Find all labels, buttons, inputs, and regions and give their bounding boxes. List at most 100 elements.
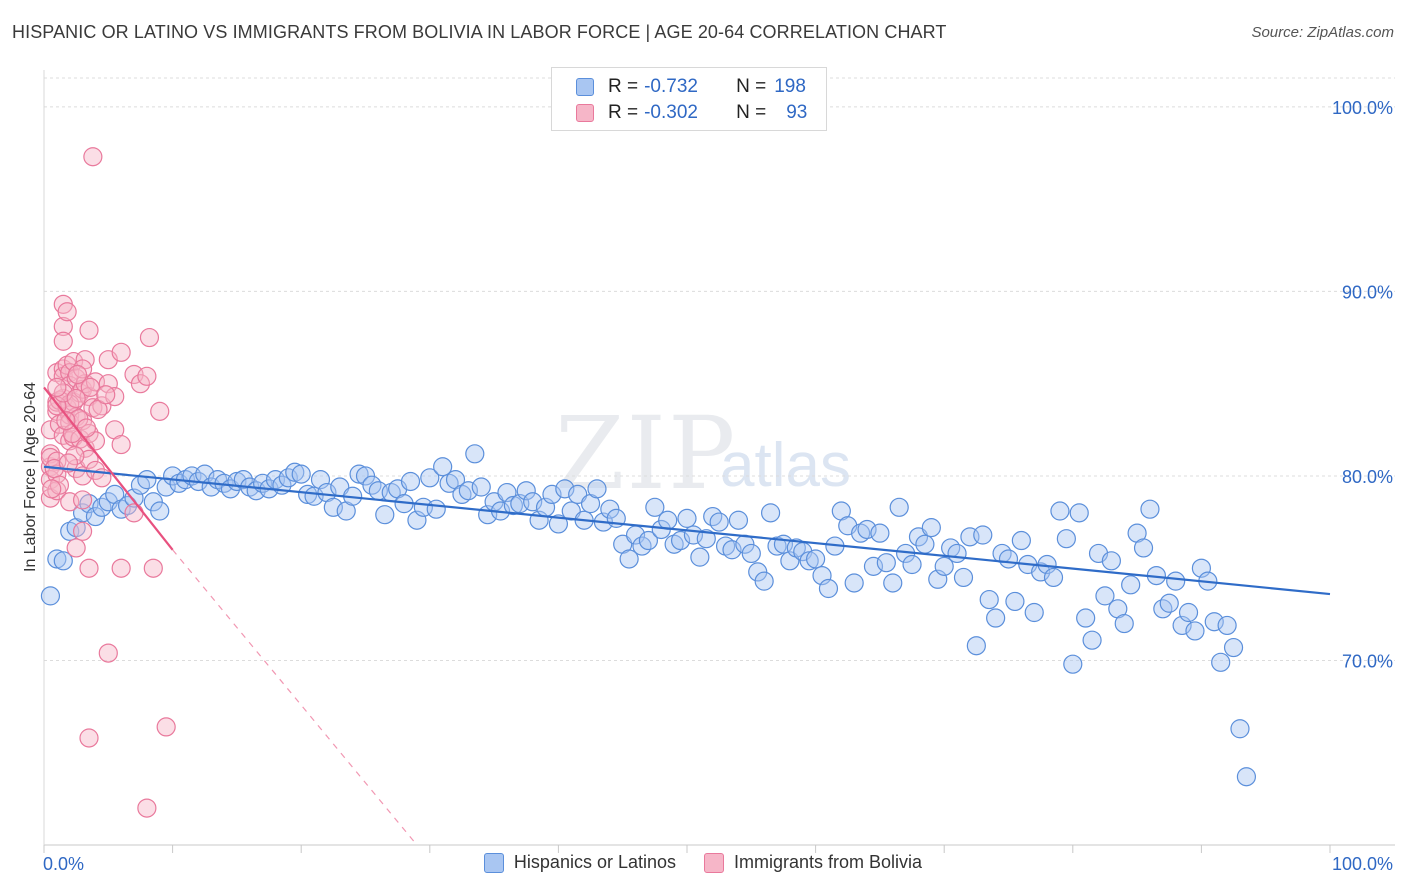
hispanic-point	[1050, 501, 1070, 521]
bolivia-point	[143, 558, 163, 578]
hispanic-point	[137, 470, 157, 490]
bolivia-point	[139, 327, 160, 348]
hispanic-point	[934, 556, 954, 576]
stats-n-label: N =	[736, 102, 767, 123]
hispanic-point	[857, 519, 877, 540]
bolivia-point	[137, 366, 157, 386]
hispanic-point	[285, 462, 305, 482]
y-axis-label: In Labor Force | Age 20-64	[22, 381, 39, 572]
bolivia-point	[130, 374, 151, 394]
legend-swatch-blue	[483, 852, 504, 873]
hispanic-point	[754, 571, 774, 591]
hispanic-point	[1056, 529, 1076, 549]
bolivia-point	[57, 302, 77, 322]
trend-line-dashed	[172, 549, 418, 846]
hispanic-point	[426, 499, 446, 519]
bolivia-point	[56, 410, 76, 431]
hispanic-point	[921, 518, 941, 538]
chart-source: Source: ZipAtlas.com	[1251, 24, 1394, 41]
bolivia-point	[92, 396, 112, 416]
stats-n-value: 198	[774, 76, 806, 97]
hispanic-point	[40, 586, 61, 606]
hispanic-point	[715, 536, 736, 556]
stats-r-label: R =	[608, 102, 639, 123]
hispanic-point	[986, 608, 1006, 628]
bolivia-point	[80, 377, 100, 397]
hispanic-point	[966, 636, 986, 656]
bolivia-point	[124, 503, 144, 523]
hispanic-point	[150, 501, 170, 521]
hispanic-point	[291, 464, 311, 484]
stats-r-value: -0.732	[644, 76, 698, 97]
bolivia-point	[79, 449, 99, 469]
hispanic-point	[1024, 602, 1044, 623]
bolivia-point	[66, 538, 86, 558]
legend-item-hispanic[interactable]: Hispanics or Latinos	[483, 852, 676, 873]
hispanic-point	[741, 543, 761, 564]
trend-line-hispanic	[43, 465, 1331, 596]
stats-row-hispanic: R = -0.732 N = 198	[576, 75, 806, 99]
hispanic-point	[799, 551, 819, 571]
hispanic-point	[465, 444, 485, 464]
hispanic-point	[1043, 567, 1064, 588]
hispanic-point	[452, 484, 472, 505]
hispanic-point	[1082, 630, 1102, 650]
bolivia-point	[67, 364, 88, 385]
hispanic-point	[645, 497, 665, 517]
watermark-zip: ZIP	[555, 395, 738, 512]
hispanic-point	[568, 484, 588, 505]
legend: Hispanics or Latinos Immigrants from Bol…	[0, 852, 1406, 873]
legend-item-bolivia[interactable]: Immigrants from Bolivia	[704, 852, 922, 873]
watermark-atlas: atlas	[720, 431, 851, 500]
stats-swatch-blue	[576, 78, 594, 96]
hispanic-point	[818, 578, 839, 599]
hispanic-point	[638, 530, 659, 551]
hispanic-point	[1178, 602, 1199, 623]
hispanic-point	[1166, 571, 1186, 591]
hispanic-point	[1114, 613, 1134, 634]
hispanic-point	[1133, 538, 1154, 558]
hispanic-point	[883, 573, 903, 593]
bolivia-point	[53, 359, 73, 379]
hispanic-point	[851, 523, 871, 543]
hispanic-point	[516, 481, 536, 501]
hispanic-point	[1223, 637, 1244, 658]
hispanic-point	[1095, 586, 1115, 606]
x-tick-label: 0.0%	[43, 854, 84, 874]
bolivia-point	[111, 434, 131, 455]
stats-r-label: R =	[608, 76, 639, 97]
hispanic-point	[400, 471, 421, 492]
hispanic-point	[902, 554, 922, 575]
bolivia-point	[47, 377, 67, 397]
hispanic-point	[1159, 593, 1179, 613]
hispanic-point	[1211, 652, 1231, 672]
bolivia-point	[72, 490, 93, 510]
hispanic-point	[870, 523, 890, 543]
hispanic-point	[664, 534, 684, 554]
hispanic-point	[323, 497, 343, 517]
hispanic-point	[233, 470, 253, 490]
hispanic-point	[304, 486, 324, 506]
hispanic-point	[915, 534, 935, 554]
hispanic-point	[979, 589, 999, 610]
bolivia-point	[65, 446, 85, 466]
hispanic-point	[1063, 654, 1083, 674]
hispanic-point	[1230, 719, 1250, 739]
hispanic-point	[786, 538, 806, 558]
hispanic-point	[1204, 612, 1224, 632]
hispanic-point	[1140, 499, 1160, 519]
hispanic-point	[709, 512, 729, 532]
hispanic-point	[458, 481, 478, 501]
hispanic-point	[420, 468, 440, 488]
x-tick-label: 100.0%	[1332, 854, 1393, 874]
hispanic-point	[998, 549, 1019, 569]
bolivia-point	[72, 359, 93, 379]
hispanic-point	[375, 505, 395, 525]
legend-label: Immigrants from Bolivia	[734, 852, 923, 872]
hispanic-point	[433, 457, 453, 477]
bolivia-point	[72, 521, 93, 541]
stats-n-label: N =	[736, 76, 767, 97]
hispanic-point	[1101, 551, 1121, 571]
hispanic-point	[690, 547, 710, 567]
